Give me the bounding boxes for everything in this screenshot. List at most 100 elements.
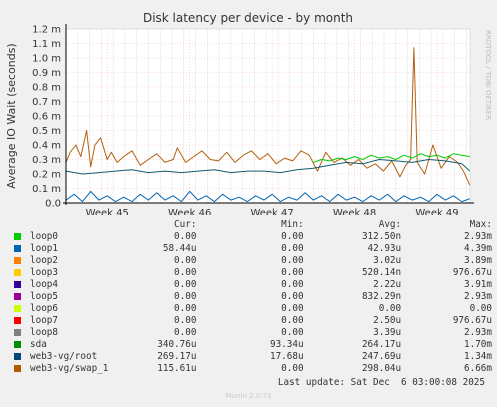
y-tick-label: 1.0 m — [32, 54, 61, 65]
legend-swatch — [14, 245, 21, 252]
series-line-sda — [313, 153, 471, 163]
legend-avg: 3.02u — [373, 255, 402, 266]
legend-cur: 0.00 — [174, 255, 197, 266]
legend-max: 3.89m — [464, 255, 492, 266]
legend-min: 0.00 — [281, 303, 304, 314]
y-tick-label: 0.6 m — [32, 112, 61, 123]
legend-max: 3.91m — [464, 279, 492, 290]
legend-avg: 312.50n — [361, 231, 402, 242]
legend-cur: 0.00 — [174, 315, 197, 326]
rrdtool-credit: RRDTOOL / TOBI OETIKER — [484, 30, 492, 120]
legend-min: 0.00 — [281, 267, 304, 278]
legend: Cur: Min: Avg: Max: loop0 0.00 0.00 312.50n… — [8, 219, 492, 375]
y-axis-label: Average IO Wait (seconds) — [5, 43, 18, 188]
legend-min: 0.00 — [281, 315, 304, 326]
legend-name: web3-vg/swap_1 — [30, 363, 109, 374]
legend-row: loop7 0.00 0.00 2.50u 976.67u — [8, 315, 492, 327]
legend-cur: 0.00 — [174, 231, 197, 242]
legend-swatch — [14, 233, 21, 240]
legend-max: 2.93m — [464, 291, 492, 302]
legend-max: 0.00 — [469, 303, 492, 314]
series-line-loop1 — [65, 190, 471, 203]
legend-max: 2.93m — [464, 231, 492, 242]
legend-min: 93.34u — [269, 339, 304, 350]
legend-row: loop5 0.00 0.00 832.29n 2.93m — [8, 291, 492, 303]
legend-cur: 340.76u — [157, 339, 197, 350]
legend-header: Cur: Min: Avg: Max: — [8, 219, 492, 231]
x-tick-label: Week 48 — [333, 208, 376, 215]
legend-row: loop8 0.00 0.00 3.39u 2.93m — [8, 327, 492, 339]
legend-cur: 269.17u — [157, 351, 197, 362]
legend-col-avg: Avg: — [378, 219, 402, 230]
y-tick-label: 0.9 m — [32, 68, 61, 79]
y-tick-label: 0.8 m — [32, 83, 61, 94]
legend-swatch — [14, 281, 21, 288]
legend-min: 0.00 — [281, 327, 304, 338]
y-ticks: 0.0 0.1 m 0.2 m 0.3 m 0.4 m 0.5 m 0.6 m 0.7 m 0.… — [32, 25, 61, 210]
y-tick-label: 0.2 m — [32, 170, 61, 181]
series-line-web3-vg-swap-1 — [65, 47, 471, 186]
legend-name: sda — [30, 339, 47, 350]
legend-min: 17.68u — [269, 351, 304, 362]
legend-avg: 247.69u — [361, 351, 402, 362]
legend-avg: 2.50u — [373, 315, 402, 326]
legend-avg: 0.00 — [378, 303, 402, 314]
legend-cur: 0.00 — [174, 327, 197, 338]
legend-swatch — [14, 329, 21, 336]
legend-swatch — [14, 317, 21, 324]
legend-cur: 0.00 — [174, 291, 197, 302]
legend-avg: 42.93u — [367, 243, 402, 254]
legend-avg: 2.22u — [373, 279, 402, 290]
legend-cur: 115.61u — [157, 363, 197, 374]
legend-min: 0.00 — [281, 231, 304, 242]
legend-name: loop1 — [30, 243, 58, 254]
legend-min: 0.00 — [281, 291, 304, 302]
y-tick-label: 0.3 m — [32, 155, 61, 166]
legend-col-min: Min: — [281, 219, 304, 230]
legend-row: loop0 0.00 0.00 312.50n 2.93m — [8, 231, 492, 243]
legend-cur: 0.00 — [174, 303, 197, 314]
legend-name: loop8 — [30, 327, 58, 338]
legend-row: loop6 0.00 0.00 0.00 0.00 — [8, 303, 492, 315]
legend-max: 2.93m — [464, 327, 492, 338]
grid — [66, 28, 470, 203]
legend-max: 6.66m — [464, 363, 492, 374]
legend-swatch — [14, 293, 21, 300]
legend-max: 1.34m — [464, 351, 492, 362]
x-ticks: Week 45 Week 46 Week 47 Week 48 Week 49 — [86, 208, 459, 215]
legend-swatch — [14, 269, 21, 276]
series-line-web3-vg-root — [65, 159, 471, 175]
legend-row: web3-vg/root 269.17u 17.68u 247.69u 1.34m — [8, 351, 492, 363]
last-update: Last update: Sat Dec 6 03:00:08 2025 — [277, 377, 485, 388]
legend-swatch — [14, 365, 21, 372]
legend-swatch — [14, 257, 21, 264]
legend-max: 4.39m — [464, 243, 492, 254]
legend-name: loop2 — [30, 255, 58, 266]
y-tick-label: 1.2 m — [32, 25, 61, 36]
legend-avg: 264.17u — [361, 339, 402, 350]
legend-col-cur: Cur: — [174, 219, 197, 230]
legend-swatch — [14, 353, 21, 360]
legend-min: 0.00 — [281, 255, 304, 266]
legend-name: loop0 — [30, 231, 58, 242]
legend-avg: 3.39u — [373, 327, 402, 338]
legend-cur: 0.00 — [174, 267, 197, 278]
legend-name: loop3 — [30, 267, 58, 278]
legend-cur: 0.00 — [174, 279, 197, 290]
legend-swatch — [14, 305, 21, 312]
legend-row: loop3 0.00 0.00 520.14n 976.67u — [8, 267, 492, 279]
legend-avg: 520.14n — [361, 267, 402, 278]
legend-name: loop7 — [30, 315, 58, 326]
legend-name: loop6 — [30, 303, 58, 314]
legend-avg: 298.04u — [361, 363, 402, 374]
legend-max: 1.70m — [464, 339, 492, 350]
legend-row: sda 340.76u 93.34u 264.17u 1.70m — [8, 339, 492, 351]
x-tick-label: Week 46 — [168, 208, 211, 215]
munin-version: Munin 2.0.73 — [225, 392, 272, 400]
legend-name: loop4 — [30, 279, 58, 290]
x-tick-label: Week 49 — [415, 208, 458, 215]
legend-cur: 58.44u — [162, 243, 197, 254]
x-tick-label: Week 45 — [86, 208, 129, 215]
chart-canvas: 0.0 0.1 m 0.2 m 0.3 m 0.4 m 0.5 m 0.6 m 0.7 m 0.… — [5, 11, 492, 215]
legend-swatch — [14, 341, 21, 348]
